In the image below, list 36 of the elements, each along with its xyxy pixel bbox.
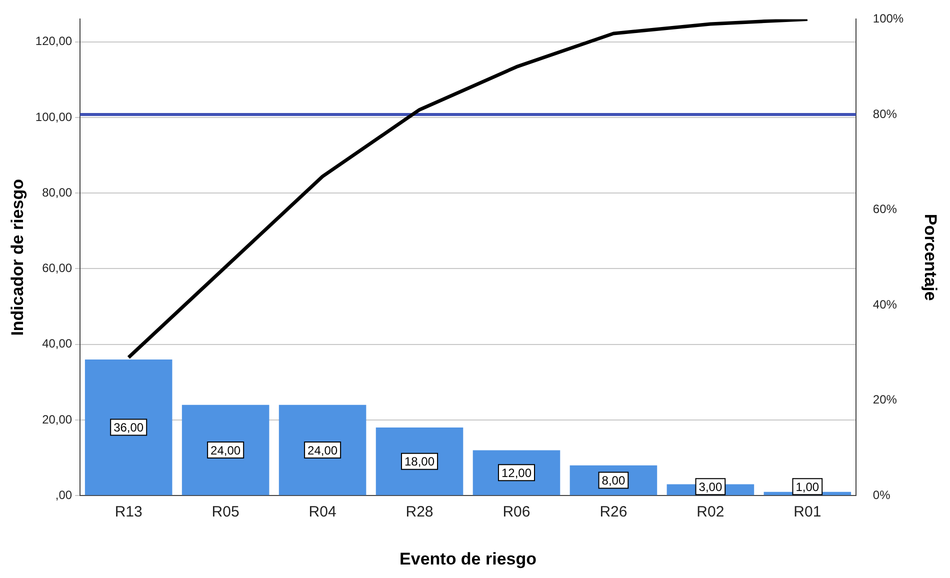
y-tick-label: 20,00	[42, 412, 72, 426]
y-axis-title: Indicador de riesgo	[8, 178, 27, 336]
x-axis-title: Evento de riesgo	[400, 549, 536, 568]
y2-tick-label: 80%	[872, 106, 898, 121]
bar	[84, 359, 172, 496]
x-tick-label: R06	[502, 504, 530, 521]
bar	[278, 404, 366, 496]
y-tick-label: 40,00	[42, 336, 72, 351]
data-label: 3,00	[698, 480, 722, 494]
bar	[182, 404, 270, 496]
y2-tick-label: 0%	[872, 488, 891, 502]
bar	[376, 428, 464, 496]
x-tick-label: R01	[794, 504, 822, 521]
y-tick-label: 100,00	[35, 110, 72, 124]
y-tick-label: 120,00	[35, 34, 72, 48]
y2-tick-label: 40%	[872, 297, 898, 312]
x-tick-label: R13	[114, 504, 142, 521]
data-label: 24,00	[210, 443, 241, 458]
y-tick-label: 80,00	[42, 185, 72, 200]
data-label: 18,00	[404, 454, 435, 469]
data-label: 24,00	[308, 443, 338, 458]
data-label: 36,00	[114, 420, 144, 435]
x-tick-label: R05	[212, 504, 240, 521]
y2-tick-label: 60%	[872, 202, 898, 216]
y2-tick-label: 100%	[872, 12, 904, 26]
data-label: 1,00	[796, 480, 820, 494]
y2-tick-label: 20%	[872, 392, 898, 407]
y2-axis-title: Porcentaje	[921, 214, 940, 301]
x-tick-label: R04	[308, 504, 336, 521]
data-label: 8,00	[602, 474, 626, 488]
x-tick-label: R26	[600, 504, 628, 521]
data-label: 12,00	[501, 466, 532, 480]
y-tick-label: 60,00	[42, 261, 72, 276]
x-tick-label: R02	[696, 504, 724, 521]
x-tick-label: R28	[406, 504, 434, 521]
y-tick-label: ,00	[55, 488, 72, 502]
